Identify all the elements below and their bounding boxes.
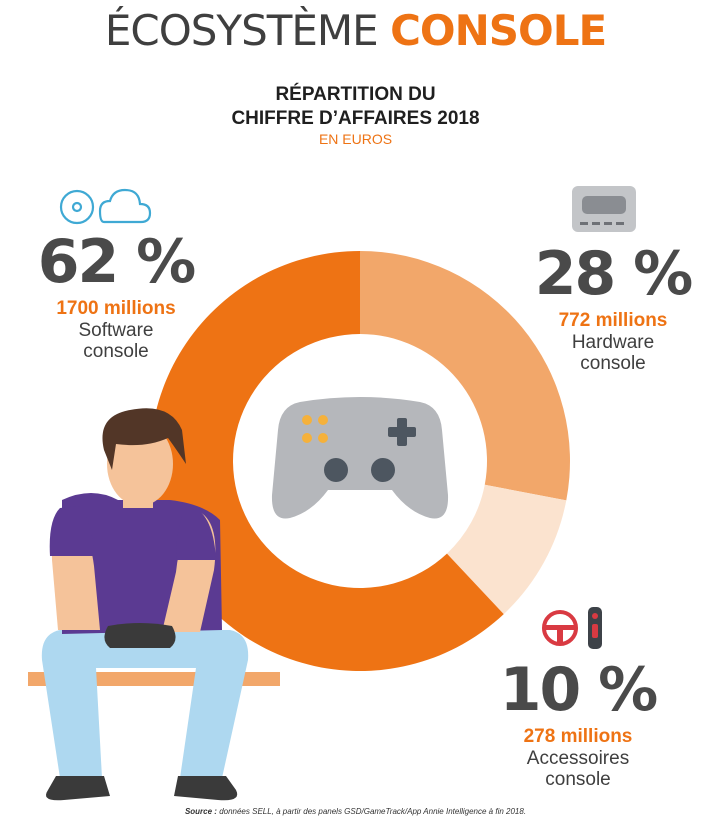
accessoires-label-block: 10 % 278 millions Accessoires console [488,660,668,790]
chart-title-line-1: RÉPARTITION DU [275,84,436,105]
software-label-block: 62 % 1700 millions Software console [36,227,197,362]
remote-icon [588,607,602,649]
donut-slices [150,251,570,671]
software-label-line-2: console [83,341,149,362]
title-part-1: ÉCOSYSTÈME [104,6,379,55]
slice-hardware [360,251,570,501]
chart-title: RÉPARTITION DU CHIFFRE D’AFFAIRES 2018 [0,83,711,131]
source-prefix: Source : [184,807,217,816]
slice-accessoires [446,484,567,615]
person-illustration [28,408,280,801]
hardware-amount: 772 millions [558,310,668,331]
source-text: données SELL, à partir des panels GSD/Ga… [219,807,527,816]
console-icon [572,186,636,232]
title-part-2: CONSOLE [390,6,607,55]
steering-wheel-icon [542,610,578,646]
page-title: ÉCOSYSTÈME CONSOLE [0,6,711,55]
accessoires-amount: 278 millions [523,726,633,747]
hardware-label-line-2: console [580,353,646,374]
chart-title-line-2: CHIFFRE D’AFFAIRES 2018 [231,108,480,129]
cloud-icon [98,188,152,224]
disc-icon [59,189,95,225]
software-label-line-1: Software [78,320,154,341]
slice-software [150,251,504,671]
hardware-label-line-1: Hardware [571,332,655,353]
hardware-percent: 28 % [534,239,694,309]
source-note: Source : données SELL, à partir des pane… [0,807,711,816]
game-controller-icon [271,397,449,519]
software-amount: 1700 millions [56,298,176,319]
software-percent: 62 % [37,227,197,297]
accessoires-label-line-2: console [545,769,611,790]
chart-subtitle: EN EUROS [318,131,393,147]
accessoires-percent: 10 % [499,655,659,725]
accessoires-label-line-1: Accessoires [526,748,630,769]
hardware-label-block: 28 % 772 millions Hardware console [528,244,698,374]
